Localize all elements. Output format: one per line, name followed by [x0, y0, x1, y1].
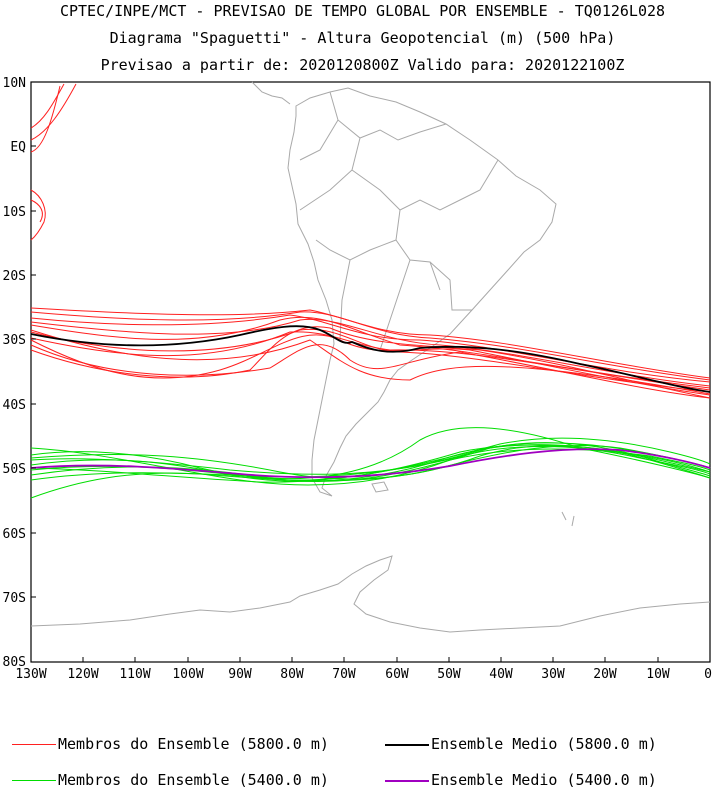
legend-swatch-member-5400: [12, 780, 56, 781]
member-5800-line: [30, 199, 43, 223]
legend-mean-5400: Ensemble Medio (5400.0 m): [431, 771, 657, 789]
member-5800-line: [30, 318, 711, 387]
lat-label: 50S: [3, 462, 26, 477]
mean-5400-line: [30, 448, 711, 479]
member-5800-line: [30, 83, 65, 129]
lat-label: 40S: [3, 398, 26, 413]
member-5400-line: [30, 427, 711, 480]
lon-axis: 130W 120W 110W 100W 90W 80W 70W 60W 50W …: [15, 667, 712, 682]
member-5800-line: [30, 329, 711, 395]
lat-ticks: [31, 145, 36, 598]
lat-label: EQ: [10, 140, 26, 155]
lat-label: 60S: [3, 527, 26, 542]
mean-5800-line: [30, 325, 711, 393]
lat-label: 10N: [3, 76, 26, 91]
member-5800-line: [30, 344, 711, 399]
member-5800-line: [30, 189, 46, 241]
lon-label: 120W: [67, 667, 98, 682]
title-line-3: Previsao a partir de: 2020120800Z Valido…: [100, 56, 625, 74]
lon-label: 0: [704, 667, 712, 682]
title-line-1: CPTEC/INPE/MCT - PREVISAO DE TEMPO GLOBA…: [59, 2, 666, 20]
member-5800-line: [30, 85, 61, 153]
lon-label: 100W: [172, 667, 203, 682]
lon-label: 10W: [646, 667, 670, 682]
legend-member-5400: Membros do Ensemble (5400.0 m): [58, 771, 329, 789]
title-line-2: Diagrama "Spaguetti" - Altura Geopotenci…: [109, 29, 616, 47]
lat-axis: 10N EQ 10S 20S 30S 40S 50S 60S 70S 80S: [3, 76, 27, 670]
legend-swatch-mean-5800: [385, 744, 429, 746]
lon-label: 110W: [119, 667, 150, 682]
member-5800-line: [30, 83, 77, 141]
lat-label: 30S: [3, 333, 26, 348]
member-5800-line: [30, 331, 711, 391]
lat-label: 80S: [3, 655, 26, 670]
lat-label: 70S: [3, 591, 26, 606]
lon-label: 20W: [593, 667, 617, 682]
falkland-islands: [371, 481, 389, 493]
member-5400-line: [30, 437, 711, 483]
central-america-coast: [251, 81, 291, 105]
south-america-coast: [287, 87, 557, 497]
lon-label: 80W: [280, 667, 304, 682]
country-borders: [299, 91, 499, 351]
legend-mean-5800: Ensemble Medio (5800.0 m): [431, 735, 657, 753]
coastlines: [30, 81, 711, 633]
lat-label: 20S: [3, 269, 26, 284]
antarctica-coast: [30, 555, 711, 633]
antarctic-islands: [561, 511, 575, 527]
legend-swatch-member-5800: [12, 744, 56, 745]
member-5800-line: [30, 307, 711, 379]
lon-label: 60W: [385, 667, 409, 682]
legend-swatch-mean-5400: [385, 780, 429, 782]
lon-label: 50W: [437, 667, 461, 682]
lon-label: 90W: [228, 667, 252, 682]
legend-member-5800: Membros do Ensemble (5800.0 m): [58, 735, 329, 753]
lat-label: 10S: [3, 205, 26, 220]
spaghetti-map: 10N EQ 10S 20S 30S 40S 50S 60S 70S 80S 1…: [3, 76, 712, 682]
lon-label: 40W: [489, 667, 513, 682]
lon-label: 130W: [15, 667, 46, 682]
lon-ticks: [82, 657, 659, 662]
member-5800-line: [30, 326, 711, 399]
lon-label: 70W: [332, 667, 356, 682]
lon-label: 30W: [541, 667, 565, 682]
